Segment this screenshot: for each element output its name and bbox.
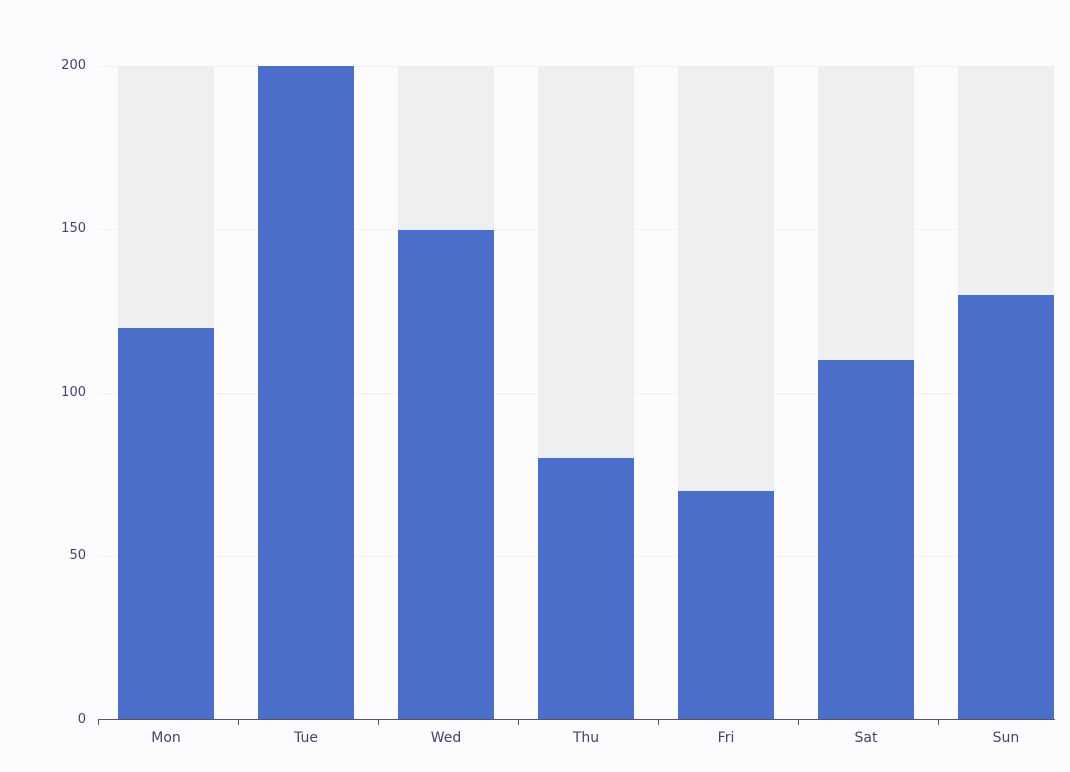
x-tick-mark [238,720,239,725]
x-tick-mark [798,720,799,725]
bar-slot-tue [258,66,354,720]
bar-mon[interactable] [118,327,214,720]
bar-tue[interactable] [258,66,354,720]
x-tick-mark [98,720,99,725]
bar-sun[interactable] [958,294,1054,720]
bar-thu[interactable] [538,458,634,720]
bar-slot-mon [118,66,214,720]
x-tick-mark [378,720,379,725]
x-tick-mark [938,720,939,725]
x-tick-label: Sun [992,730,1020,746]
bar-slot-thu [538,66,634,720]
x-tick-label: Sat [854,730,878,746]
x-tick-label: Thu [572,730,600,746]
x-tick-mark [658,720,659,725]
bar-sat[interactable] [818,360,914,720]
x-tick-label: Fri [717,730,735,746]
bar-fri[interactable] [678,491,774,720]
y-tick-200: 200 [61,58,86,73]
y-tick-100: 100 [61,385,86,400]
y-tick-0: 0 [77,712,86,727]
bar-slot-wed [398,66,494,720]
y-tick-150: 150 [61,221,86,236]
x-tick-label: Mon [151,730,181,746]
x-tick-mark [518,720,519,725]
y-tick-50: 50 [69,548,86,563]
bar-slot-fri [678,66,774,720]
plot-area [98,66,1055,720]
x-axis-line [98,719,1055,720]
bar-slot-sat [818,66,914,720]
bar-wed[interactable] [398,229,494,720]
bar-slot-sun [958,66,1054,720]
x-tick-label: Tue [294,730,318,746]
x-tick-label: Wed [430,730,462,746]
